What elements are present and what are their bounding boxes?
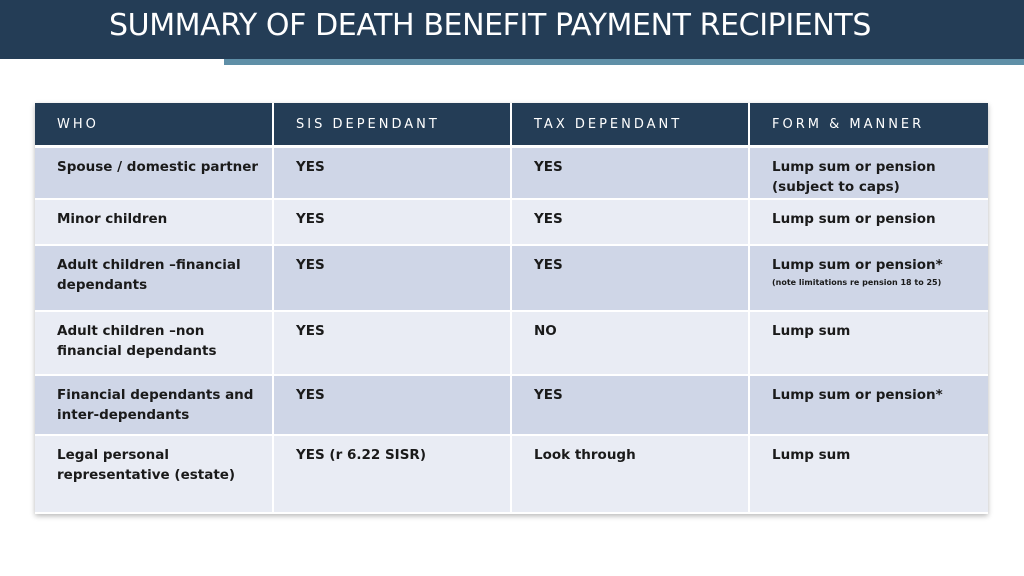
pension-note: (note limitations re pension 18 to 25) bbox=[772, 277, 942, 287]
table-row: Legal personal representative (estate) Y… bbox=[35, 434, 988, 514]
cell-form: Lump sum or pension (subject to caps) bbox=[749, 146, 988, 200]
cell-form: Lump sum bbox=[749, 310, 988, 376]
recipients-table: WHO SIS DEPENDANT TAX DEPENDANT FORM & M… bbox=[35, 103, 988, 514]
title-bar: SUMMARY OF DEATH BENEFIT PAYMENT RECIPIE… bbox=[0, 0, 1024, 59]
cell-sis: YES bbox=[273, 198, 512, 246]
cell-tax: Look through bbox=[511, 434, 750, 514]
cell-who: Adult children –non financial dependants bbox=[35, 310, 274, 376]
cell-form: Lump sum or pension bbox=[749, 198, 988, 246]
table-header-row: WHO SIS DEPENDANT TAX DEPENDANT FORM & M… bbox=[35, 103, 988, 148]
table-row: Minor children YES YES Lump sum or pensi… bbox=[35, 198, 988, 246]
cell-form-with-note: Lump sum or pension* (note limitations r… bbox=[749, 244, 988, 312]
cell-who: Legal personal representative (estate) bbox=[35, 434, 274, 514]
table-row: Adult children –financial dependants YES… bbox=[35, 244, 988, 312]
cell-who: Financial dependants and inter-dependant… bbox=[35, 374, 274, 436]
cell-tax: YES bbox=[511, 374, 750, 436]
cell-tax: NO bbox=[511, 310, 750, 376]
header-tax-dependant: TAX DEPENDANT bbox=[511, 103, 750, 148]
cell-tax: YES bbox=[511, 146, 750, 200]
cell-who: Adult children –financial dependants bbox=[35, 244, 274, 312]
cell-sis: YES (r 6.22 SISR) bbox=[273, 434, 512, 514]
table-row: Financial dependants and inter-dependant… bbox=[35, 374, 988, 436]
cell-tax: YES bbox=[511, 198, 750, 246]
cell-form: Lump sum bbox=[749, 434, 988, 514]
cell-form: Lump sum or pension* bbox=[749, 374, 988, 436]
cell-form: Lump sum or pension* bbox=[772, 256, 943, 273]
cell-sis: YES bbox=[273, 310, 512, 376]
table-row: Adult children –non financial dependants… bbox=[35, 310, 988, 376]
cell-sis: YES bbox=[273, 244, 512, 312]
header-form-manner: FORM & MANNER bbox=[749, 103, 988, 148]
cell-sis: YES bbox=[273, 146, 512, 200]
table-row: Spouse / domestic partner YES YES Lump s… bbox=[35, 146, 988, 200]
cell-tax: YES bbox=[511, 244, 750, 312]
header-who: WHO bbox=[35, 103, 274, 148]
header-sis-dependant: SIS DEPENDANT bbox=[273, 103, 512, 148]
slide-title: SUMMARY OF DEATH BENEFIT PAYMENT RECIPIE… bbox=[109, 8, 871, 43]
cell-who: Spouse / domestic partner bbox=[35, 146, 274, 200]
cell-who: Minor children bbox=[35, 198, 274, 246]
title-accent-line bbox=[224, 59, 1024, 65]
cell-sis: YES bbox=[273, 374, 512, 436]
